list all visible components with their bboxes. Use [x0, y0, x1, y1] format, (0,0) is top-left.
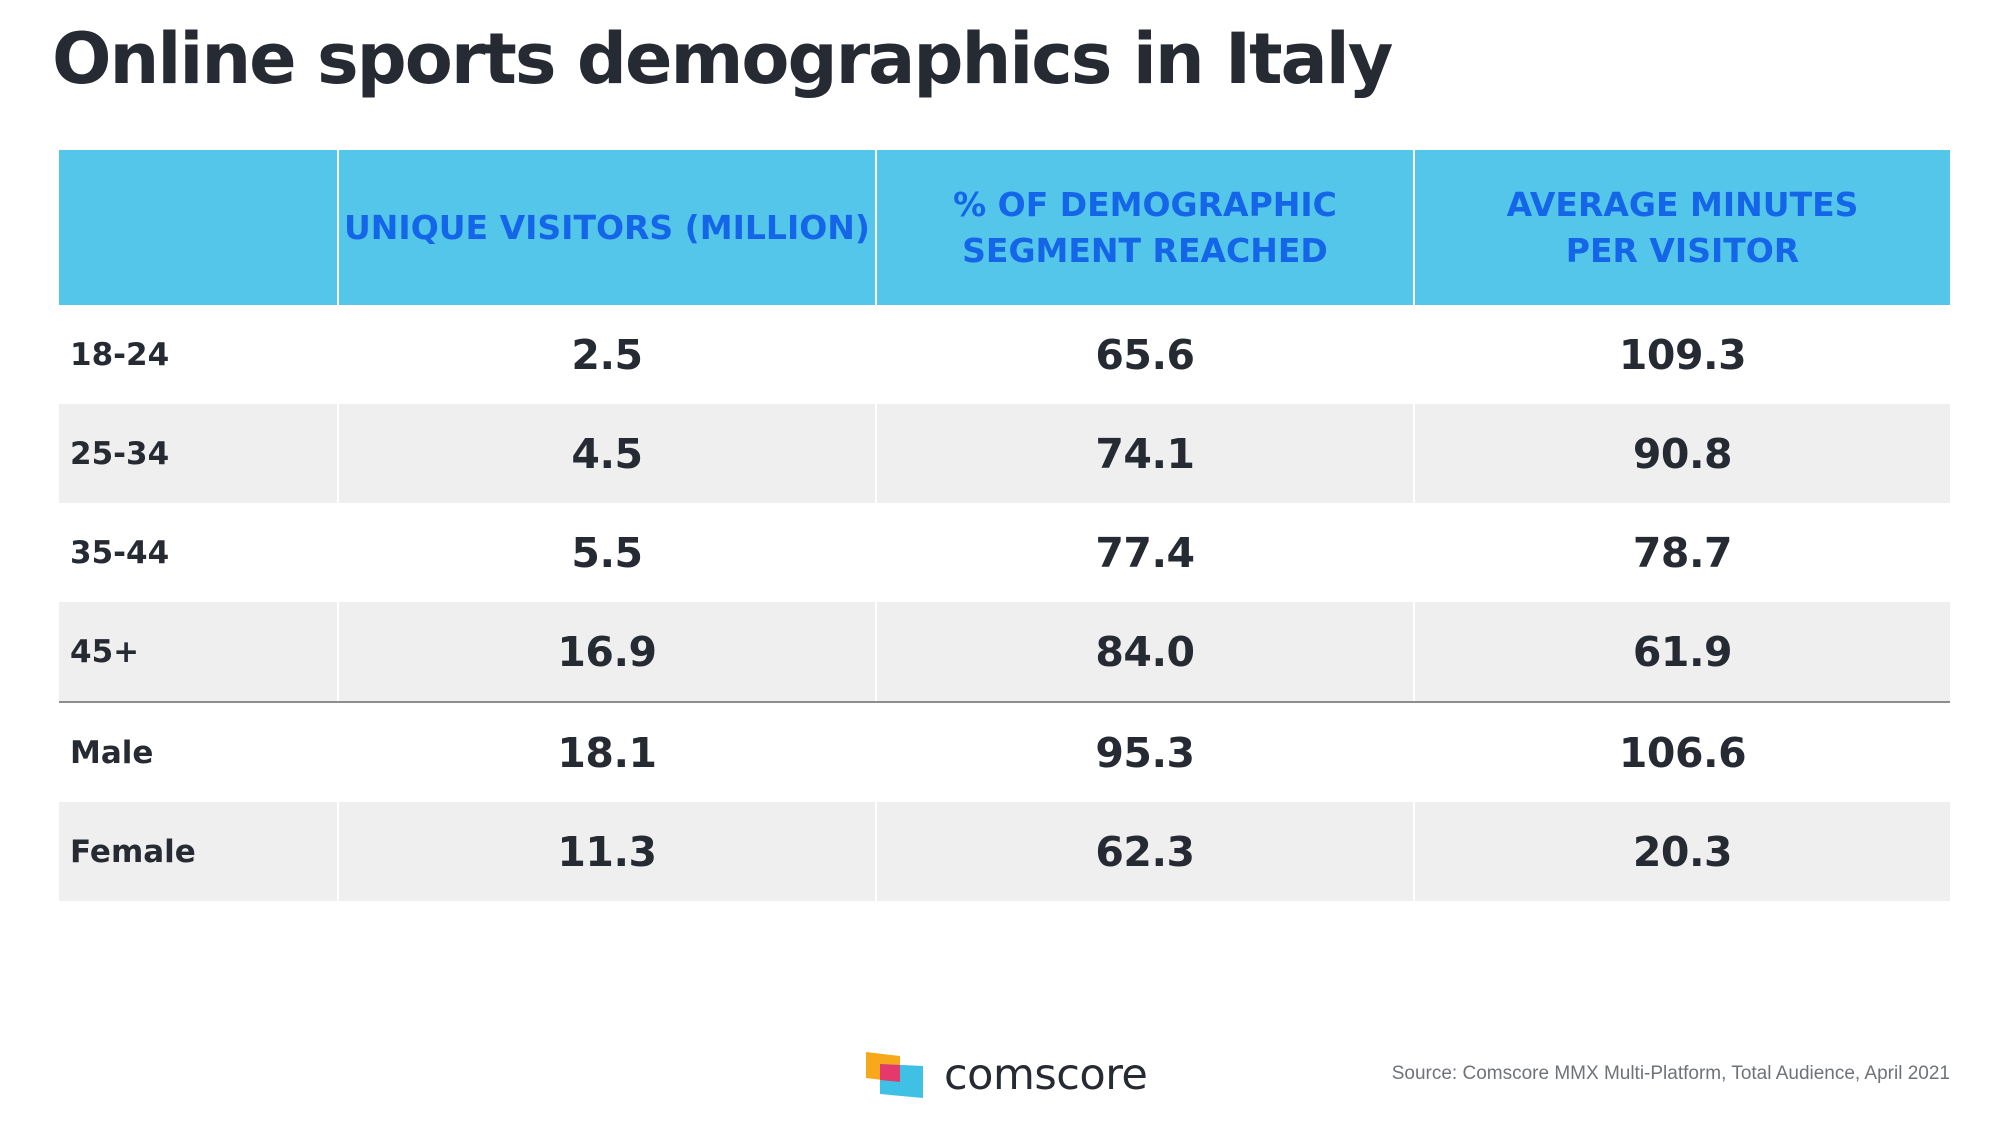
- table-row: Male 18.1 95.3 106.6: [59, 703, 1950, 802]
- comscore-wordmark: comscore: [944, 1049, 1148, 1100]
- row-label: Male: [70, 734, 154, 771]
- table-row: 35-44 5.5 77.4 78.7: [59, 503, 1950, 602]
- segment-reached-value: 84.0: [875, 602, 1413, 701]
- table-divider: [59, 701, 1950, 703]
- header-line: UNIQUE VISITORS (MILLION): [344, 207, 870, 247]
- header-line: PER VISITOR: [1565, 230, 1800, 270]
- row-label: 35-44: [70, 534, 170, 571]
- header-cell-average-minutes: AVERAGE MINUTES PER VISITOR: [1413, 150, 1950, 305]
- header-line: SEGMENT REACHED: [962, 230, 1328, 270]
- row-label: 18-24: [70, 336, 170, 373]
- header-line: % OF DEMOGRAPHIC: [953, 184, 1337, 224]
- unique-visitors-value: 5.5: [337, 503, 875, 602]
- unique-visitors-value: 16.9: [337, 602, 875, 701]
- comscore-logo: comscore: [866, 1049, 1148, 1100]
- average-minutes-value: 90.8: [1413, 404, 1950, 503]
- table-header-row: UNIQUE VISITORS (MILLION) % OF DEMOGRAPH…: [59, 150, 1950, 305]
- row-label: 45+: [59, 602, 337, 701]
- header-cell-segment-reached: % OF DEMOGRAPHIC SEGMENT REACHED: [875, 150, 1413, 305]
- source-note: Source: Comscore MMX Multi-Platform, Tot…: [1391, 1063, 1950, 1084]
- header-line: AVERAGE MINUTES: [1506, 184, 1859, 224]
- page-title: Online sports demographics in Italy: [52, 18, 1393, 100]
- segment-reached-value: 62.3: [875, 802, 1413, 901]
- table-row: 45+ 16.9 84.0 61.9: [59, 602, 1950, 701]
- row-label: Female: [59, 802, 337, 901]
- table-row: 18-24 2.5 65.6 109.3: [59, 305, 1950, 404]
- unique-visitors-value: 4.5: [337, 404, 875, 503]
- header-cell-unique-visitors: UNIQUE VISITORS (MILLION): [337, 150, 875, 305]
- table-row: 25-34 4.5 74.1 90.8: [59, 404, 1950, 503]
- unique-visitors-value: 2.5: [337, 305, 875, 404]
- average-minutes-value: 106.6: [1413, 703, 1950, 802]
- comscore-logo-icon: [866, 1052, 923, 1098]
- segment-reached-value: 74.1: [875, 404, 1413, 503]
- unique-visitors-value: 11.3: [337, 802, 875, 901]
- segment-reached-value: 77.4: [875, 503, 1413, 602]
- segment-reached-value: 95.3: [875, 703, 1413, 802]
- row-label: 25-34: [59, 404, 337, 503]
- segment-reached-value: 65.6: [875, 305, 1413, 404]
- unique-visitors-value: 18.1: [337, 703, 875, 802]
- average-minutes-value: 61.9: [1413, 602, 1950, 701]
- average-minutes-value: 20.3: [1413, 802, 1950, 901]
- table-row: Female 11.3 62.3 20.3: [59, 802, 1950, 901]
- average-minutes-value: 78.7: [1413, 503, 1950, 602]
- demographics-table: UNIQUE VISITORS (MILLION) % OF DEMOGRAPH…: [59, 150, 1950, 901]
- header-cell-empty: [59, 150, 337, 305]
- average-minutes-value: 109.3: [1413, 305, 1950, 404]
